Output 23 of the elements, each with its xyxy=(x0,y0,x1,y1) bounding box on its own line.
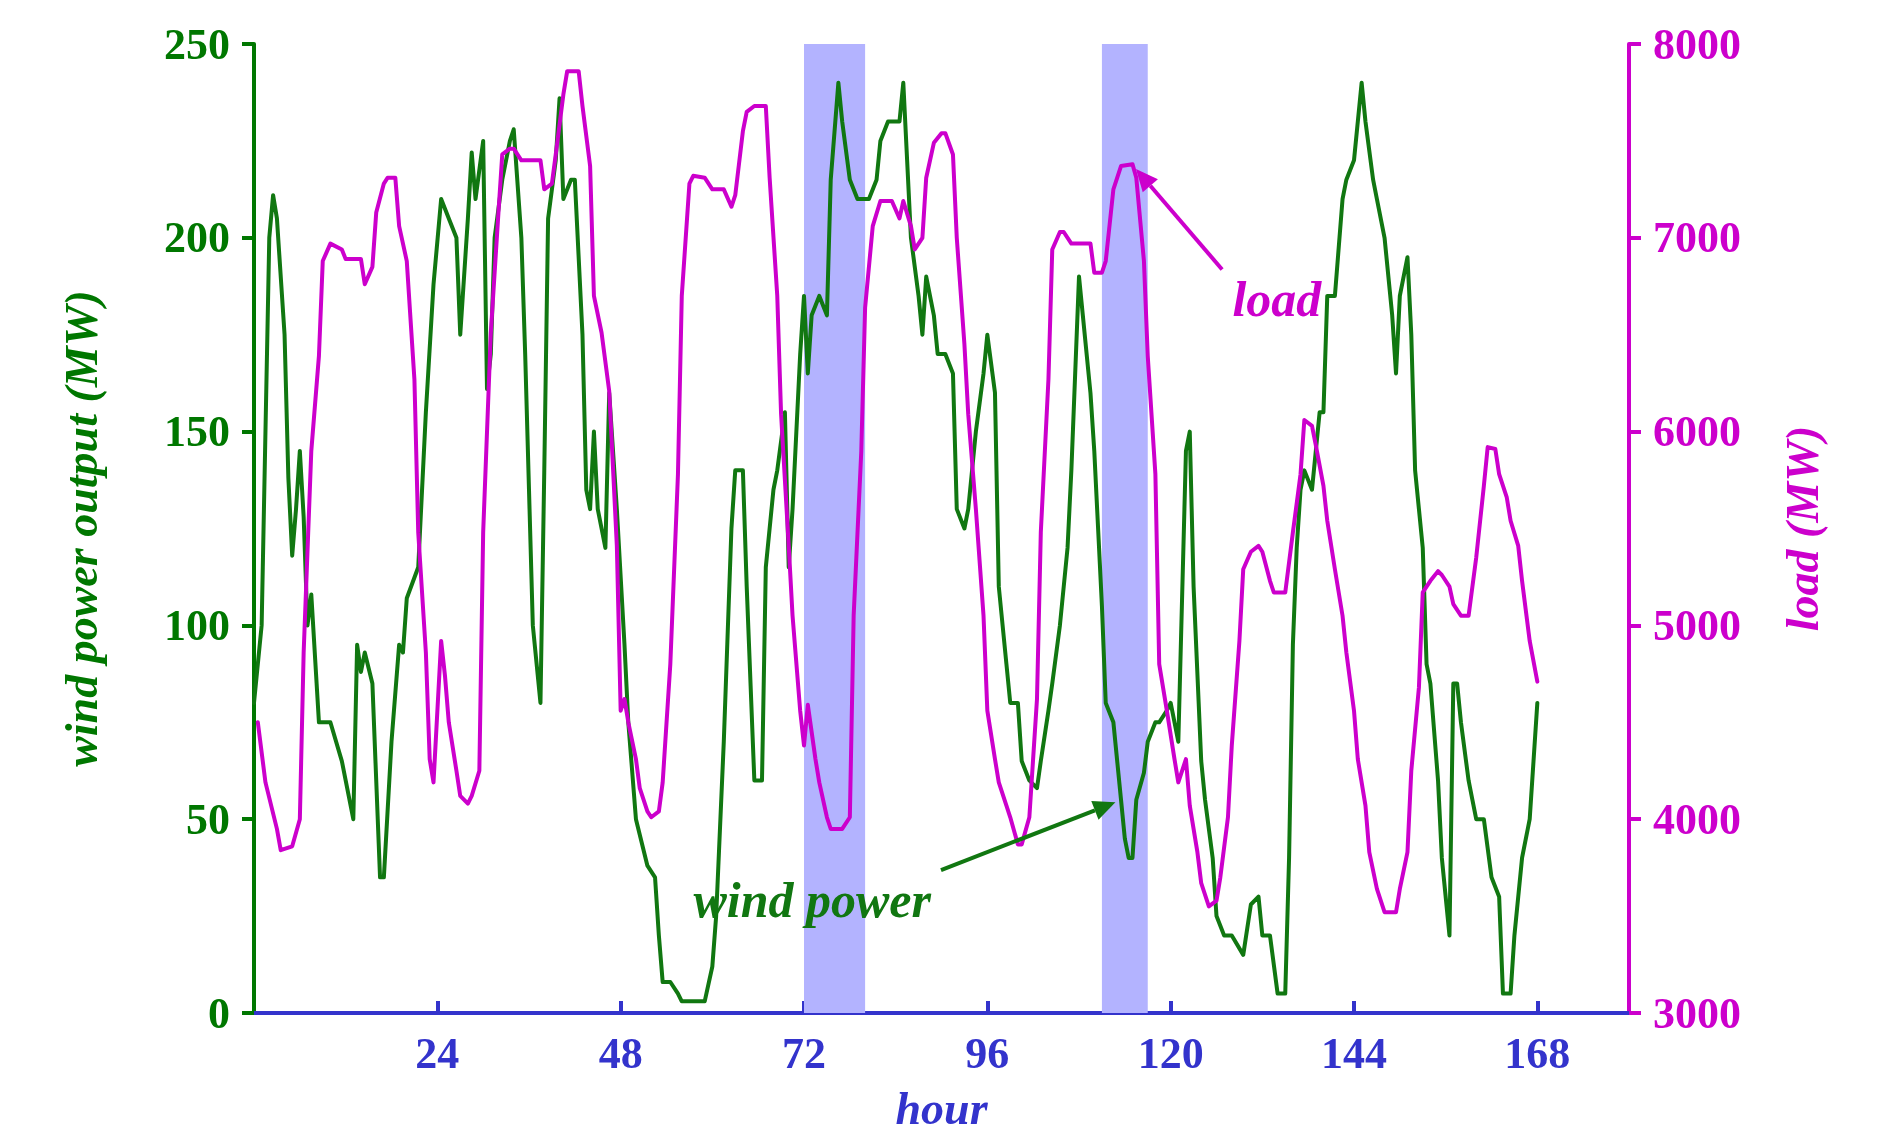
y-tick-label: 200 xyxy=(164,213,230,263)
y2-tick-label: 4000 xyxy=(1653,794,1741,844)
x-tick-label: 120 xyxy=(1137,1028,1204,1078)
x-axis-title: hour xyxy=(895,1082,989,1134)
y2-tick-label: 3000 xyxy=(1653,988,1741,1038)
y-tick-label: 0 xyxy=(208,988,230,1038)
x-tick-label: 72 xyxy=(782,1028,826,1078)
x-tick-label: 96 xyxy=(965,1028,1010,1078)
y2-tick-label: 6000 xyxy=(1653,407,1741,457)
y-tick-label: 250 xyxy=(164,19,230,69)
y2-tick-label: 5000 xyxy=(1653,600,1741,650)
y2-axis-title: load (MW) xyxy=(1776,425,1828,632)
legend-label: load xyxy=(1232,271,1323,328)
x-tick-label: 48 xyxy=(598,1028,643,1078)
y-axis-title: wind power output (MW) xyxy=(55,290,107,767)
y-tick-label: 150 xyxy=(164,407,230,457)
y2-tick-label: 8000 xyxy=(1653,19,1741,69)
y-tick-label: 50 xyxy=(186,794,230,844)
y2-tick-label: 7000 xyxy=(1653,213,1741,263)
x-tick-label: 168 xyxy=(1504,1028,1571,1078)
x-tick-label: 144 xyxy=(1321,1028,1387,1078)
x-tick-label: 24 xyxy=(415,1028,460,1078)
y-tick-label: 100 xyxy=(164,600,230,650)
